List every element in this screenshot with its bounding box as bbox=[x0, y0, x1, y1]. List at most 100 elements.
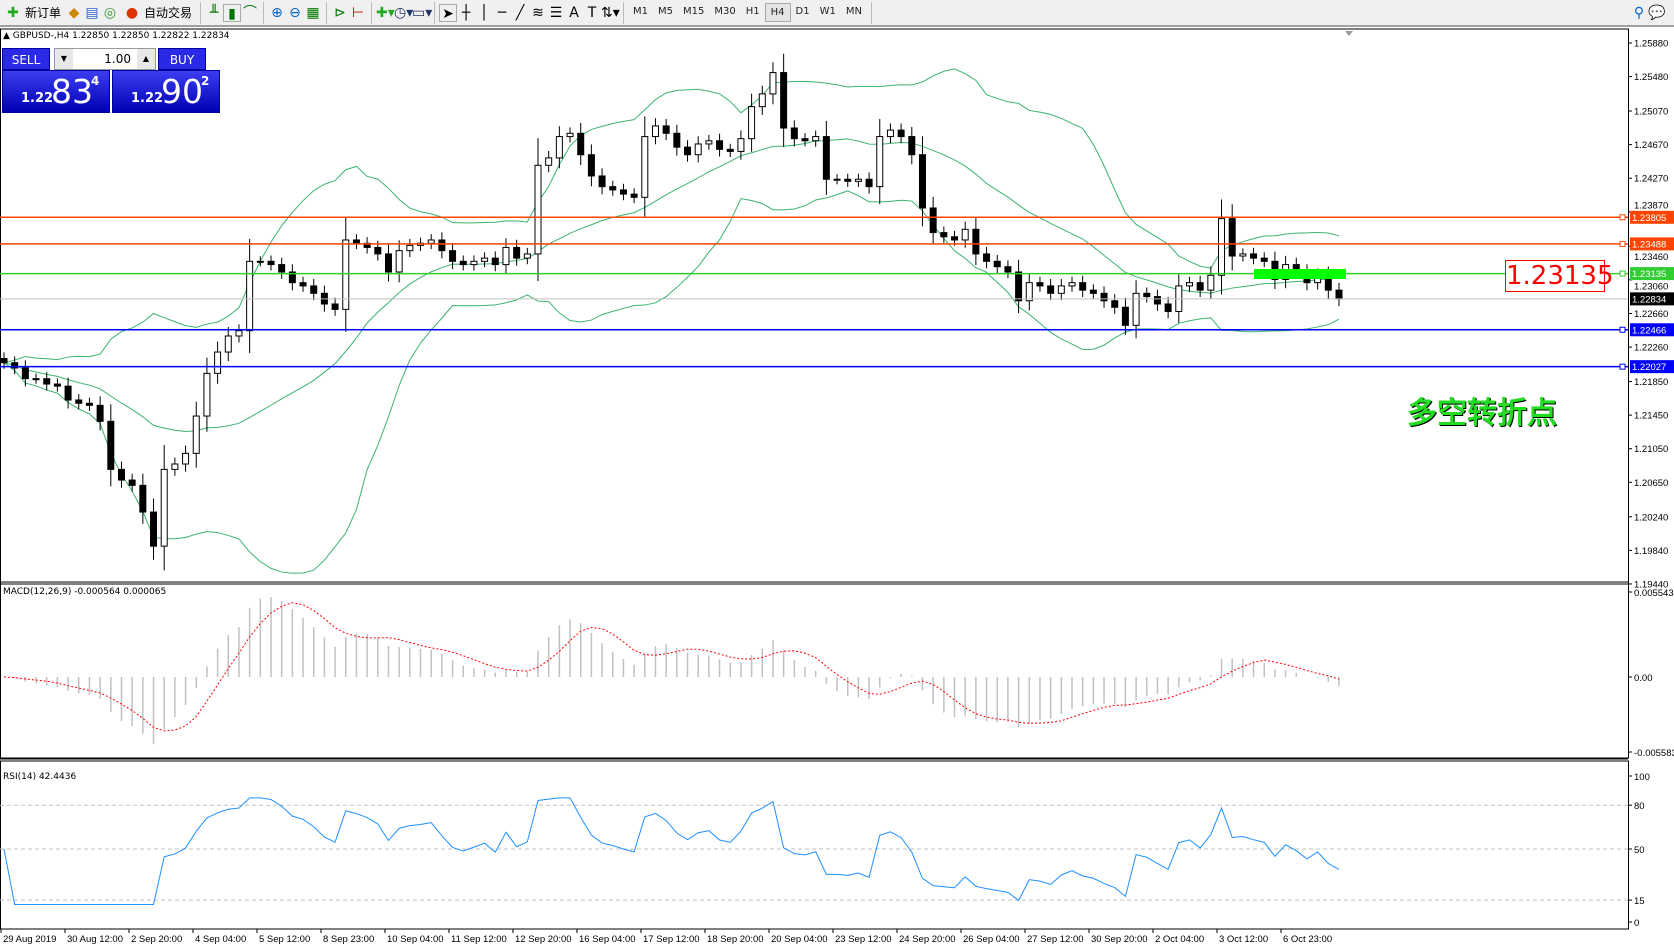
crosshair-icon[interactable]: ┼ bbox=[461, 4, 471, 21]
timeframe-d1[interactable]: D1 bbox=[795, 6, 810, 17]
timeframe-m30[interactable]: M30 bbox=[714, 6, 736, 17]
candle-body bbox=[11, 362, 19, 369]
price-tick-label: 1.20240 bbox=[1634, 512, 1668, 523]
candle-body bbox=[1121, 306, 1129, 326]
candle-body bbox=[1036, 282, 1044, 287]
rsi-tick-label: 80 bbox=[1634, 801, 1645, 812]
timeframe-h4[interactable]: H4 bbox=[764, 3, 791, 22]
candle-body bbox=[1015, 271, 1023, 302]
pivot-annotation[interactable]: 多空转折点 bbox=[1407, 396, 1557, 431]
candle-body bbox=[64, 385, 72, 401]
bollinger-upper bbox=[3, 68, 1340, 364]
zoom-out-icon[interactable]: ⊖ bbox=[289, 4, 301, 21]
price-tick-label: 1.24270 bbox=[1634, 174, 1668, 185]
fibonacci-icon[interactable]: ≋ bbox=[532, 4, 544, 21]
arrows-icon[interactable]: ⇅▾ bbox=[601, 4, 620, 21]
ask-price[interactable]: 1.22 90 2 bbox=[112, 70, 220, 113]
tile-icon[interactable]: ▦ bbox=[306, 4, 320, 21]
timeframe-w1[interactable]: W1 bbox=[819, 6, 836, 17]
chat-icon[interactable]: 💬 bbox=[1648, 4, 1666, 21]
timeframe-m15[interactable]: M15 bbox=[683, 6, 705, 17]
timeframe-h1[interactable]: H1 bbox=[745, 6, 760, 17]
candle-body bbox=[534, 164, 542, 255]
candle-body bbox=[96, 404, 104, 422]
candle-body bbox=[801, 138, 809, 142]
line-chart-icon[interactable]: ⌒ bbox=[243, 4, 258, 21]
candle-body bbox=[1228, 218, 1236, 257]
ask-fraction: 2 bbox=[201, 74, 210, 88]
chart-shift-icon[interactable]: ⊢ bbox=[351, 4, 365, 21]
level-price-tag bbox=[1630, 237, 1674, 251]
candlestick-icon[interactable]: ▮ bbox=[223, 3, 242, 22]
candle-body bbox=[310, 285, 318, 294]
candle-body bbox=[983, 253, 991, 262]
candle-body bbox=[491, 257, 499, 266]
candle-body bbox=[171, 463, 179, 470]
cursor-icon[interactable]: ➤ bbox=[439, 3, 458, 22]
zoom-in-icon[interactable]: ⊕ bbox=[271, 4, 283, 21]
candle-body bbox=[566, 132, 574, 138]
bar-chart-icon[interactable]: ╨ bbox=[209, 4, 219, 21]
candle-body bbox=[844, 178, 852, 182]
time-label: 24 Sep 20:00 bbox=[899, 934, 956, 945]
rsi-title: RSI(14) 42.4436 bbox=[3, 772, 77, 782]
vertical-line-icon[interactable]: │ bbox=[479, 4, 489, 21]
pivot-price-label[interactable]: 1.23135 bbox=[1505, 260, 1614, 292]
separator bbox=[200, 1, 202, 24]
sell-button[interactable]: SELL bbox=[2, 48, 50, 70]
candle-body bbox=[1335, 289, 1343, 300]
timeframe-m1[interactable]: M1 bbox=[633, 6, 649, 17]
time-label: 12 Sep 20:00 bbox=[515, 934, 572, 945]
candle-body bbox=[929, 207, 937, 234]
text-icon[interactable]: A bbox=[569, 4, 579, 21]
auto-trading-button[interactable]: ● 自动交易 bbox=[119, 1, 196, 25]
new-order-button[interactable]: ✚ 新订单 bbox=[0, 1, 65, 25]
candle-body bbox=[107, 420, 115, 470]
lot-increase-button[interactable]: ▲ bbox=[137, 49, 155, 69]
candle-body bbox=[684, 146, 692, 156]
market-watch-icon[interactable]: ◆ bbox=[68, 4, 80, 21]
candle-body bbox=[459, 260, 467, 266]
price-tick-label: 1.19840 bbox=[1634, 546, 1668, 557]
signal-icon[interactable]: ◎ bbox=[103, 4, 117, 21]
candle-body bbox=[972, 228, 980, 255]
rsi-tick-label: 100 bbox=[1634, 772, 1650, 783]
one-click-trading-panel: SELL ▼ 1.00 ▲ BUY 1.22 83 4 1.22 90 2 bbox=[2, 48, 222, 113]
candle-body bbox=[587, 154, 595, 177]
navigator-icon[interactable]: ▤ bbox=[85, 4, 99, 21]
candle-body bbox=[427, 239, 435, 244]
search-icon[interactable]: ⚲ bbox=[1633, 4, 1645, 21]
candle-body bbox=[1132, 292, 1140, 326]
candle-body bbox=[150, 511, 158, 547]
candle-body bbox=[897, 129, 905, 138]
candle-body bbox=[662, 125, 670, 134]
lot-decrease-button[interactable]: ▼ bbox=[55, 49, 73, 69]
horizontal-line-icon[interactable]: ─ bbox=[497, 4, 507, 21]
candle-body bbox=[1089, 289, 1097, 294]
time-label: 5 Sep 12:00 bbox=[259, 934, 310, 945]
candle-body bbox=[1196, 282, 1204, 291]
candle-body bbox=[523, 253, 531, 259]
symbol-ohlc: GBPUSD-,H4 1.22850 1.22850 1.22822 1.228… bbox=[12, 31, 230, 41]
buy-button[interactable]: BUY bbox=[158, 48, 206, 70]
lot-size-input[interactable]: ▼ 1.00 ▲ bbox=[54, 48, 156, 70]
bid-pips: 83 bbox=[51, 72, 93, 111]
candle-body bbox=[705, 140, 713, 145]
level-price-tag bbox=[1630, 210, 1674, 224]
periods-icon[interactable]: ◷▾ bbox=[394, 4, 414, 21]
templates-icon[interactable]: ▭▾ bbox=[412, 4, 433, 21]
indicators-icon[interactable]: ✚▾ bbox=[376, 4, 395, 21]
channel-icon[interactable]: ☰ bbox=[549, 4, 563, 21]
timeframe-mn[interactable]: MN bbox=[845, 6, 862, 17]
candle-body bbox=[449, 250, 457, 262]
candle-body bbox=[673, 132, 681, 148]
bid-price[interactable]: 1.22 83 4 bbox=[2, 70, 110, 113]
text-label-icon[interactable]: T bbox=[587, 4, 597, 21]
trendline-icon[interactable]: ╱ bbox=[515, 4, 525, 21]
candle-body bbox=[961, 228, 969, 241]
time-label: 30 Aug 12:00 bbox=[67, 934, 123, 945]
candle-body bbox=[1250, 253, 1258, 259]
chart-area[interactable]: 1.25880 1.25480 1.25070 1.24670 1.24270 1.238… bbox=[0, 27, 1674, 950]
timeframe-m5[interactable]: M5 bbox=[658, 6, 674, 17]
auto-scroll-icon[interactable]: ⊳ bbox=[334, 4, 346, 21]
